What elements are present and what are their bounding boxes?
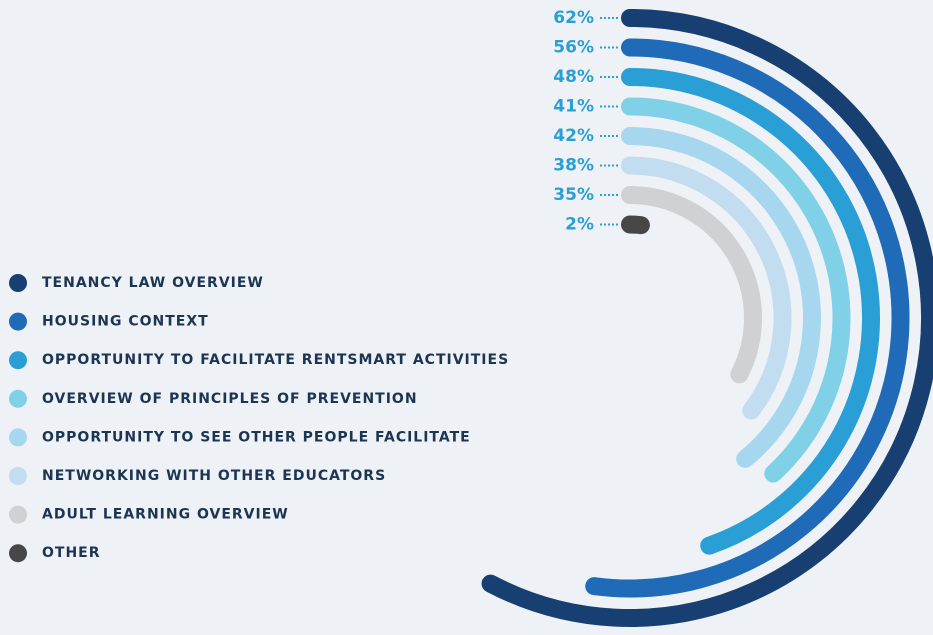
legend-label: OVERVIEW OF PRINCIPLES OF PREVENTION [42,391,418,407]
legend-label: ADULT LEARNING OVERVIEW [42,507,289,523]
value-label: 38% [553,156,594,176]
legend-label: HOUSING CONTEXT [42,314,209,330]
radial-bar [585,38,910,598]
value-label: 62% [553,8,594,28]
legend-swatch [9,389,27,408]
value-label: 42% [553,126,594,146]
legend-label: OPPORTUNITY TO FACILITATE RENTSMART ACTI… [42,352,509,368]
legend-label: OPPORTUNITY TO SEE OTHER PEOPLE FACILITA… [42,429,471,445]
legend-label: OTHER [42,545,101,561]
radial-bar [481,9,933,627]
value-label: 48% [553,67,594,87]
radial-bar [621,156,792,420]
legend-swatch [9,312,27,331]
radial-bar [621,97,851,483]
legend-swatch [9,351,27,370]
radial-bar [621,68,880,555]
legend-swatch [9,544,27,563]
legend-swatch [9,467,27,485]
radial-bar [621,186,762,384]
legend-swatch [9,428,27,447]
legend-label: TENANCY LAW OVERVIEW [42,275,264,291]
value-label: 35% [553,185,594,205]
value-label: 56% [553,38,594,58]
radial-bar [621,215,650,235]
legend-swatch [9,505,27,524]
legend-swatch [9,274,27,292]
value-label: 2% [565,215,594,235]
legend-label: NETWORKING WITH OTHER EDUCATORS [42,468,386,484]
radial-bar [621,127,821,468]
value-label: 41% [553,97,594,117]
